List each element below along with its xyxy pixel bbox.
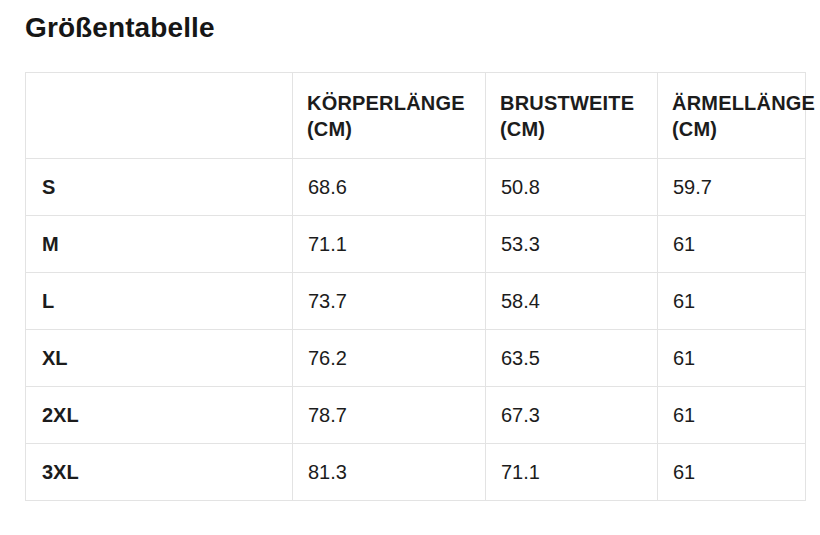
table-row-3xl: 3XL 81.3 71.1 61 xyxy=(26,444,806,501)
body-length-value: 78.7 xyxy=(293,387,486,444)
table-row-m: M 71.1 53.3 61 xyxy=(26,216,806,273)
chest-width-value: 50.8 xyxy=(486,159,658,216)
sleeve-length-value: 61 xyxy=(658,273,806,330)
table-row-2xl: 2XL 78.7 67.3 61 xyxy=(26,387,806,444)
size-label: L xyxy=(26,273,293,330)
chest-width-value: 67.3 xyxy=(486,387,658,444)
table-row-xl: XL 76.2 63.5 61 xyxy=(26,330,806,387)
body-length-value: 81.3 xyxy=(293,444,486,501)
size-label: 3XL xyxy=(26,444,293,501)
chest-width-value: 71.1 xyxy=(486,444,658,501)
body-length-value: 68.6 xyxy=(293,159,486,216)
table-header-row: KÖRPERLÄNGE (cm) BRUSTWEITE (cm) ÄRMELLÄ… xyxy=(26,73,806,159)
column-header-sleeve-length: ÄRMELLÄNGE (cm) xyxy=(658,73,806,159)
sleeve-length-value: 61 xyxy=(658,330,806,387)
table-row-l: L 73.7 58.4 61 xyxy=(26,273,806,330)
body-length-value: 76.2 xyxy=(293,330,486,387)
size-table-container: KÖRPERLÄNGE (cm) BRUSTWEITE (cm) ÄRMELLÄ… xyxy=(25,72,820,501)
sleeve-length-value: 61 xyxy=(658,444,806,501)
table-row-s: S 68.6 50.8 59.7 xyxy=(26,159,806,216)
size-chart-page: Größentabelle KÖRPERLÄNGE (cm) BRUSTWEIT… xyxy=(0,0,820,535)
column-header-chest-width: BRUSTWEITE (cm) xyxy=(486,73,658,159)
body-length-value: 71.1 xyxy=(293,216,486,273)
chest-width-value: 63.5 xyxy=(486,330,658,387)
corner-cell xyxy=(26,73,293,159)
chest-width-value: 53.3 xyxy=(486,216,658,273)
size-label: M xyxy=(26,216,293,273)
size-table: KÖRPERLÄNGE (cm) BRUSTWEITE (cm) ÄRMELLÄ… xyxy=(25,72,806,501)
size-label: 2XL xyxy=(26,387,293,444)
body-length-value: 73.7 xyxy=(293,273,486,330)
chest-width-value: 58.4 xyxy=(486,273,658,330)
sleeve-length-value: 61 xyxy=(658,216,806,273)
size-label: S xyxy=(26,159,293,216)
column-header-body-length: KÖRPERLÄNGE (cm) xyxy=(293,73,486,159)
sleeve-length-value: 59.7 xyxy=(658,159,806,216)
sleeve-length-value: 61 xyxy=(658,387,806,444)
size-label: XL xyxy=(26,330,293,387)
page-title: Größentabelle xyxy=(25,12,215,44)
